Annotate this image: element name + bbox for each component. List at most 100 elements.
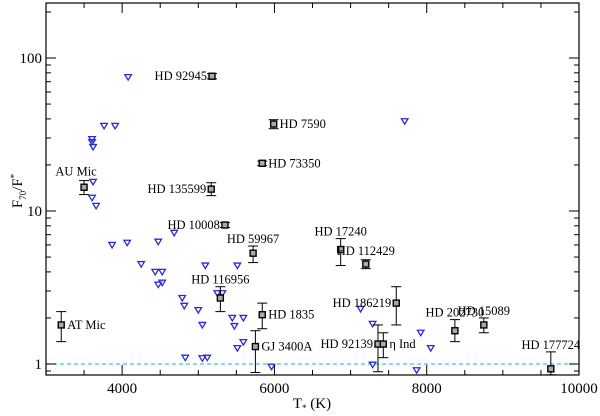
detection-point: HD 186219 — [333, 286, 402, 326]
point-label: HD 92945 — [155, 69, 207, 83]
upper-limit-markers — [87, 73, 436, 375]
upper-limit-triangle-icon — [426, 344, 436, 353]
upper-limit-triangle-icon — [227, 314, 237, 323]
point-label: HD 10008 — [167, 218, 219, 232]
upper-limit-triangle-icon — [232, 344, 242, 353]
square-marker-icon — [221, 221, 229, 229]
x-tick-label: 6000 — [259, 381, 289, 397]
upper-limit-triangle-icon — [368, 320, 378, 329]
detection-point: HD 73350 — [257, 156, 321, 170]
detection-point: HD 1835 — [257, 302, 314, 330]
point-label: HD 177724 — [521, 338, 580, 352]
upper-limit-triangle-icon — [238, 338, 248, 347]
square-marker-icon — [258, 159, 266, 168]
upper-limit-triangle-icon — [400, 118, 410, 126]
square-marker-icon — [269, 120, 278, 128]
detection-point: HD 202730 — [426, 306, 485, 343]
upper-limit-triangle-icon — [157, 268, 167, 277]
square-marker-icon — [251, 342, 260, 351]
upper-limit-triangle-icon — [193, 306, 203, 315]
point-label: GJ 3400A — [261, 340, 312, 354]
square-marker-icon — [362, 260, 370, 268]
detection-point: HD 10008 — [167, 218, 230, 232]
point-label: HD 112429 — [337, 244, 395, 258]
upper-limit-triangle-icon — [91, 202, 101, 211]
upper-limit-triangle-icon — [169, 229, 179, 238]
upper-limit-triangle-icon — [232, 262, 242, 270]
upper-limit-triangle-icon — [87, 138, 97, 147]
detection-point: η Ind — [378, 332, 416, 359]
x-tick-label: 8000 — [412, 381, 442, 397]
detection-point: HD 7590 — [268, 117, 326, 131]
x-tick-label: 10000 — [560, 381, 598, 397]
point-label: HD 186219 — [333, 296, 392, 310]
upper-limit-triangle-icon — [179, 302, 189, 311]
detection-point: HD 112429 — [337, 244, 395, 270]
point-label: HD 135599 — [148, 182, 207, 196]
y-tick-label: 100 — [20, 51, 43, 67]
upper-limit-triangle-icon — [212, 290, 222, 298]
upper-limit-triangle-icon — [153, 238, 163, 246]
detection-point: HD 116956 — [191, 273, 249, 313]
point-label: HD 73350 — [268, 156, 320, 170]
point-label: HD 116956 — [191, 273, 249, 287]
detection-point: HD 92139 — [321, 324, 383, 373]
axis-tick-labels: 4000 6000 8000 10000 1 10 100 — [20, 51, 598, 397]
square-marker-icon — [80, 183, 88, 191]
upper-limit-triangle-icon — [238, 314, 248, 323]
y-axis-title: F70/F* — [9, 173, 28, 208]
x-tick-label: 4000 — [107, 381, 137, 397]
upper-limit-triangle-icon — [412, 367, 422, 375]
point-label: η Ind — [389, 337, 416, 351]
x-axis-title: T* (K) — [293, 396, 331, 413]
upper-limit-triangle-icon — [177, 294, 187, 303]
upper-limit-triangle-icon — [123, 73, 133, 82]
point-label: HD 59967 — [227, 232, 279, 246]
point-label: HD 7590 — [280, 117, 326, 131]
square-marker-icon — [57, 321, 65, 329]
detection-point: AU Mic — [55, 165, 97, 196]
y-tick-label: 10 — [27, 204, 42, 220]
upper-limit-triangle-icon — [200, 262, 210, 270]
detection-point: HD 15089 — [458, 304, 510, 334]
detection-point: HD 177724 — [521, 338, 581, 376]
square-marker-icon — [379, 340, 388, 348]
detection-point: HD 17240 — [314, 225, 367, 267]
upper-limit-triangle-icon — [99, 122, 109, 131]
upper-limit-triangle-icon — [202, 354, 212, 362]
upper-limit-triangle-icon — [153, 281, 163, 289]
square-marker-icon — [258, 311, 266, 319]
upper-limit-triangle-icon — [368, 361, 378, 369]
upper-limit-triangle-icon — [356, 305, 366, 314]
upper-limit-triangle-icon — [150, 268, 160, 277]
upper-limit-triangle-icon — [110, 122, 120, 131]
detection-point: AT Mic — [56, 311, 106, 343]
point-label: AU Mic — [55, 165, 97, 179]
point-label: HD 15089 — [458, 304, 510, 318]
square-marker-icon — [207, 185, 215, 193]
square-marker-icon — [208, 72, 216, 80]
square-marker-icon — [216, 294, 225, 302]
point-label: HD 202730 — [426, 306, 485, 320]
axis-ticks — [46, 3, 579, 375]
upper-limit-triangle-icon — [88, 178, 98, 187]
square-marker-icon — [480, 321, 488, 329]
detection-point: HD 92945 — [155, 69, 217, 83]
upper-limit-triangle-icon — [197, 355, 207, 363]
upper-limit-triangle-icon — [157, 279, 167, 287]
detection-point: HD 59967 — [227, 232, 279, 264]
point-label: HD 92139 — [321, 337, 373, 351]
upper-limit-triangle-icon — [122, 239, 132, 248]
upper-limit-triangle-icon — [180, 354, 190, 362]
square-marker-icon — [392, 299, 400, 307]
upper-limit-triangle-icon — [197, 321, 207, 330]
square-marker-icon — [336, 245, 345, 254]
square-marker-icon — [451, 327, 459, 335]
point-label: HD 17240 — [314, 225, 366, 239]
upper-limit-triangle-icon — [87, 194, 97, 203]
square-marker-icon — [547, 365, 555, 373]
upper-limit-triangle-icon — [107, 241, 117, 250]
upper-limit-triangle-icon — [416, 329, 426, 338]
detection-markers: AT Mic AU Mic HD 92945 HD 7590 HD 73350 HD 13… — [55, 69, 581, 376]
upper-limit-triangle-icon — [267, 363, 276, 371]
